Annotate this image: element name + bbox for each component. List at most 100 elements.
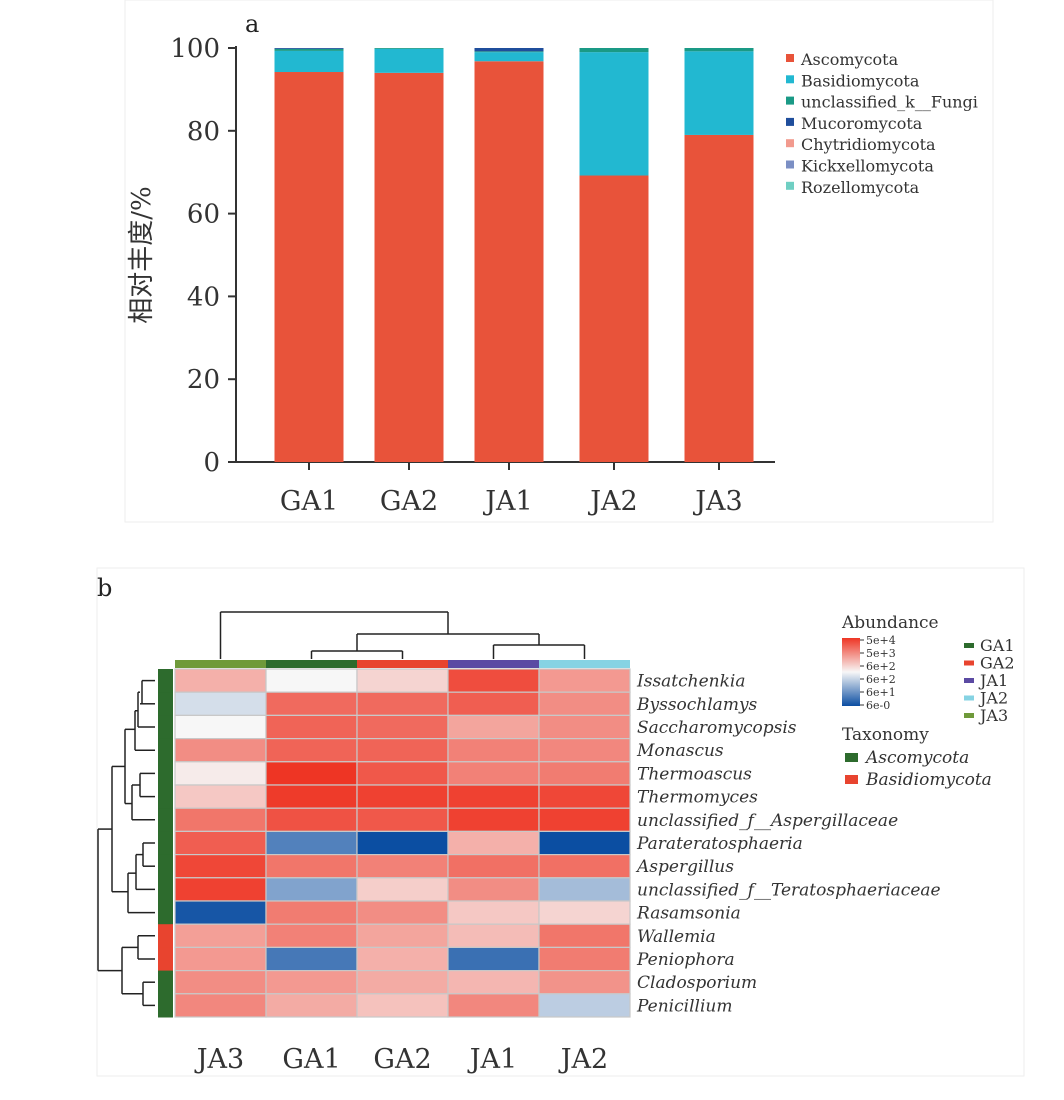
heatmap-cell xyxy=(356,993,449,1018)
colorbar-tick-label: 5e+4 xyxy=(866,634,896,647)
heatmap-cell xyxy=(356,668,449,693)
taxonomy-swatch xyxy=(158,808,173,832)
heatmap-cell xyxy=(265,969,358,995)
heatmap-cell xyxy=(174,923,267,949)
legend-label: Mucoromycota xyxy=(801,114,923,133)
x-ticks: GA1 GA2 JA1 JA2 JA3 xyxy=(280,462,743,517)
taxonomy-swatch xyxy=(158,831,173,856)
y-tick-label: 20 xyxy=(187,365,220,395)
taxonomy-swatch xyxy=(158,738,173,763)
legend-swatch xyxy=(786,160,794,169)
bar-legend: Ascomycota Basidiomycota unclassified_k__F… xyxy=(786,50,978,197)
legend-swatch xyxy=(786,117,794,126)
heatmap-cell xyxy=(265,946,358,972)
legend-label: Basidiomycota xyxy=(801,71,920,90)
heatmap-cell xyxy=(265,993,358,1018)
heatmap-cell xyxy=(265,877,358,902)
bar-segment xyxy=(474,48,544,52)
column-labels: JA3 GA1 GA2 JA1 JA2 xyxy=(194,1044,609,1075)
heatmap-cell xyxy=(538,761,631,786)
bar-segment xyxy=(374,48,444,49)
group-legend-label: JA1 xyxy=(978,671,1008,690)
column-group-swatch xyxy=(539,660,630,668)
bar-segment xyxy=(274,48,344,51)
heatmap-cell xyxy=(265,784,358,809)
heatmap-cell xyxy=(538,923,631,949)
heatmap-cell xyxy=(356,923,449,949)
legend-swatch xyxy=(786,75,794,84)
x-tick-label: JA2 xyxy=(587,486,638,517)
bar-segment xyxy=(684,134,754,462)
group-legend-swatch xyxy=(964,643,974,648)
row-label: Wallemia xyxy=(637,927,716,947)
bar-segment xyxy=(684,51,754,135)
taxonomy-swatch xyxy=(158,785,173,809)
group-legend-swatch xyxy=(964,678,974,683)
heatmap-cell xyxy=(538,993,631,1018)
taxonomy-swatch xyxy=(158,715,173,740)
taxonomy-swatch xyxy=(158,947,173,972)
heatmap-cell xyxy=(447,900,540,925)
colorbar-tick-label: 6e+1 xyxy=(866,686,896,699)
heatmap-cell xyxy=(174,691,267,717)
heatmap-cell xyxy=(265,853,358,879)
row-taxonomy-bar xyxy=(158,669,173,1018)
y-ticks: 0 20 40 60 80 100 xyxy=(170,34,236,478)
heatmap-cell xyxy=(538,946,631,972)
heatmap-cell xyxy=(174,853,267,879)
column-group-swatch xyxy=(448,660,539,668)
heatmap-cell xyxy=(356,900,449,925)
column-group-swatch xyxy=(266,660,357,668)
heatmap-cell xyxy=(265,761,358,786)
row-label: Peniophora xyxy=(636,950,735,970)
heatmap-cell xyxy=(265,691,358,717)
heatmap-cell xyxy=(447,807,540,833)
taxonomy-legend-swatch xyxy=(845,775,858,784)
row-label: Saccharomycopsis xyxy=(637,718,797,738)
heatmap-cell xyxy=(356,969,449,995)
heatmap-cell xyxy=(174,969,267,995)
column-label: GA2 xyxy=(373,1044,431,1075)
row-label: Thermomyces xyxy=(637,788,758,808)
heatmap-cell xyxy=(265,714,358,740)
heatmap-cell xyxy=(447,668,540,693)
heatmap-cell xyxy=(538,714,631,740)
row-label: Issatchenkia xyxy=(636,672,745,692)
legend-label: Rozellomycota xyxy=(801,178,920,197)
heatmap-cell xyxy=(265,737,358,763)
y-axis-label: 相对丰度/% xyxy=(127,186,157,323)
taxonomy-legend-label: Basidiomycota xyxy=(865,770,992,790)
column-label: JA2 xyxy=(558,1044,609,1075)
heatmap-cell xyxy=(265,900,358,925)
bar-segment xyxy=(579,52,649,176)
row-label: unclassified_f__Teratosphaeriaceae xyxy=(637,880,941,900)
column-group-swatch xyxy=(357,660,448,668)
taxonomy-swatch xyxy=(158,924,173,948)
heatmap-cell xyxy=(265,668,358,693)
heatmap-cell xyxy=(174,737,267,763)
row-label: Rasamsonia xyxy=(636,904,741,924)
heatmap-cell xyxy=(538,784,631,809)
heatmap-cell xyxy=(174,946,267,972)
panel-a-frame xyxy=(124,0,994,523)
heatmap-cell xyxy=(447,691,540,717)
column-group-bar xyxy=(175,660,630,668)
legend-swatch xyxy=(786,139,794,148)
row-label: Parateratosphaeria xyxy=(636,834,803,854)
bar-segment xyxy=(474,52,544,62)
group-legend-label: JA3 xyxy=(978,706,1008,725)
taxonomy-swatch xyxy=(158,692,173,716)
heatmap-cell xyxy=(447,877,540,902)
heatmap-cell xyxy=(174,830,267,856)
column-group-swatch xyxy=(175,660,266,668)
bar-segment xyxy=(274,50,344,73)
bar-segment xyxy=(374,48,444,73)
heatmap-legend: Abundance Taxonomy 5e+45e+36e+26e+26e+16… xyxy=(841,613,1015,790)
x-tick-label: JA3 xyxy=(692,486,743,517)
colorbar-tick-label: 6e+2 xyxy=(866,660,896,673)
taxonomy-legend-title: Taxonomy xyxy=(842,725,929,745)
group-legend-label: JA2 xyxy=(978,689,1008,708)
heatmap-cell xyxy=(447,784,540,809)
column-label: GA1 xyxy=(282,1044,340,1075)
